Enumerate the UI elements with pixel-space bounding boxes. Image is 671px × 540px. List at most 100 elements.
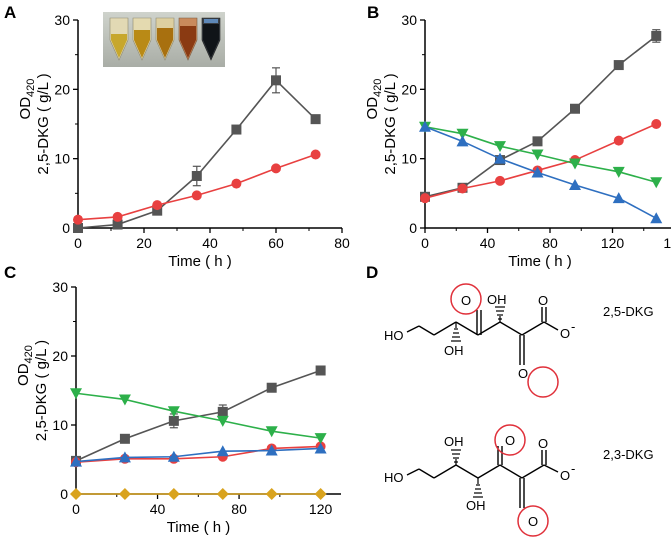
series-line: [77, 153, 316, 221]
tube-2: [132, 17, 152, 61]
marker-triangle-up: [419, 120, 431, 132]
x-tick-label: 40: [480, 235, 496, 251]
x-axis-title: Time ( h ): [167, 519, 231, 536]
marker-diamond: [265, 488, 278, 500]
highlight-circle: [517, 505, 549, 537]
y-axis-title-od: OD420: [17, 79, 37, 120]
x-tick-label: 40: [150, 501, 166, 517]
marker-triangle-down: [456, 128, 469, 140]
marker-triangle-up: [531, 166, 544, 178]
marker-triangle-up: [70, 455, 82, 467]
marker-triangle-down: [118, 394, 131, 406]
marker-circle: [495, 175, 505, 186]
y-tick-label: 20: [54, 81, 70, 97]
x-tick-label: 120: [309, 501, 333, 517]
marker-triangle-down: [612, 166, 625, 178]
marker-circle: [613, 135, 624, 146]
x-axis-title: Time ( h ): [508, 253, 572, 270]
x-tick-label: 0: [421, 235, 429, 251]
series-od420: [420, 119, 662, 204]
series-od420: [73, 149, 321, 225]
marker-square: [532, 136, 543, 147]
marker-square: [266, 382, 277, 393]
series-gluconate: [70, 442, 327, 467]
y-tick-label: 20: [401, 81, 417, 97]
marker-square: [152, 205, 163, 216]
tube-1: [109, 17, 129, 61]
y-axis-title: 2,5-DKG ( g/L ): [382, 73, 399, 174]
atom-o: O: [518, 366, 528, 381]
compound-name: 2,3-DKG: [603, 447, 654, 462]
series-line: [75, 445, 321, 464]
x-tick-label: 20: [136, 235, 152, 251]
od-label: OD: [17, 97, 34, 120]
y-tick-label: 0: [62, 220, 70, 236]
marker-triangle-down: [569, 158, 581, 170]
x-tick-label: 160: [663, 235, 671, 251]
structure-2-3-dkg: [406, 424, 559, 537]
series-glucose: [70, 388, 327, 445]
marker-circle: [310, 149, 321, 160]
marker-triangle-up: [612, 192, 625, 204]
marker-square: [217, 406, 228, 417]
marker-triangle-up: [216, 445, 229, 457]
marker-square: [570, 103, 580, 114]
y-axis-title: 2,5-DKG ( g/L ): [33, 340, 50, 441]
y-tick-label: 10: [54, 151, 70, 167]
marker-square: [315, 365, 326, 376]
highlight-circle: [494, 424, 526, 456]
y-tick-label: 10: [401, 151, 417, 167]
series-line: [75, 447, 321, 463]
marker-triangle-up: [569, 179, 581, 191]
marker-circle: [420, 193, 430, 204]
marker-square: [112, 219, 123, 230]
series-line: [75, 392, 321, 439]
marker-triangle-up: [314, 442, 327, 454]
structure-2-5-dkg: [406, 283, 559, 398]
marker-circle: [231, 178, 242, 189]
marker-triangle-down: [650, 177, 663, 189]
marker-square: [73, 223, 83, 233]
panel-label-a: A: [4, 3, 16, 22]
y-tick-label: 30: [52, 279, 68, 295]
x-tick-label: 80: [542, 235, 558, 251]
marker-triangle-down: [167, 406, 180, 418]
y-tick-label: 30: [401, 12, 417, 28]
atom-o: O: [538, 293, 548, 308]
marker-triangle-down: [531, 149, 544, 161]
marker-triangle-up: [494, 152, 506, 164]
marker-circle: [152, 200, 163, 211]
x-tick-label: 80: [231, 501, 247, 517]
od-subscript: 420: [25, 79, 37, 97]
structure-2-5-dkg-labels: HO OH OH O O O O - 2,5-DKG: [384, 292, 654, 381]
marker-circle: [457, 183, 468, 194]
marker-square: [271, 75, 281, 86]
chart-b: 0 10 20 30 0 40 80 120 160 Time ( h ) 2,5-DKG ( g/…: [364, 12, 671, 270]
atom-o: O: [538, 436, 548, 451]
highlight-circle: [527, 366, 559, 398]
marker-triangle-up: [118, 451, 131, 463]
marker-square: [613, 60, 624, 71]
x-tick-label: 0: [72, 501, 80, 517]
charge: -: [571, 319, 575, 334]
marker-triangle-down: [70, 388, 82, 400]
y-tick-label: 30: [54, 12, 70, 28]
atom-o: O: [461, 293, 471, 308]
tube-4: [178, 17, 198, 61]
od-subscript: 420: [372, 79, 384, 97]
marker-square: [119, 433, 130, 444]
marker-diamond: [70, 488, 82, 500]
series-other: [70, 488, 327, 500]
series-line: [77, 79, 317, 229]
structure-2-3-dkg-labels: HO OH OH O O O O - 2,3-DKG: [384, 433, 654, 529]
y-tick-label: 20: [52, 348, 68, 364]
marker-triangle-down: [314, 433, 327, 445]
y-tick-label: 0: [60, 486, 68, 502]
marker-circle: [191, 190, 202, 201]
marker-circle: [271, 163, 281, 174]
atom-oh: OH: [444, 343, 464, 358]
marker-triangle-down: [216, 415, 229, 427]
atom-o: O: [560, 326, 570, 341]
panel-label-b: B: [367, 3, 379, 22]
